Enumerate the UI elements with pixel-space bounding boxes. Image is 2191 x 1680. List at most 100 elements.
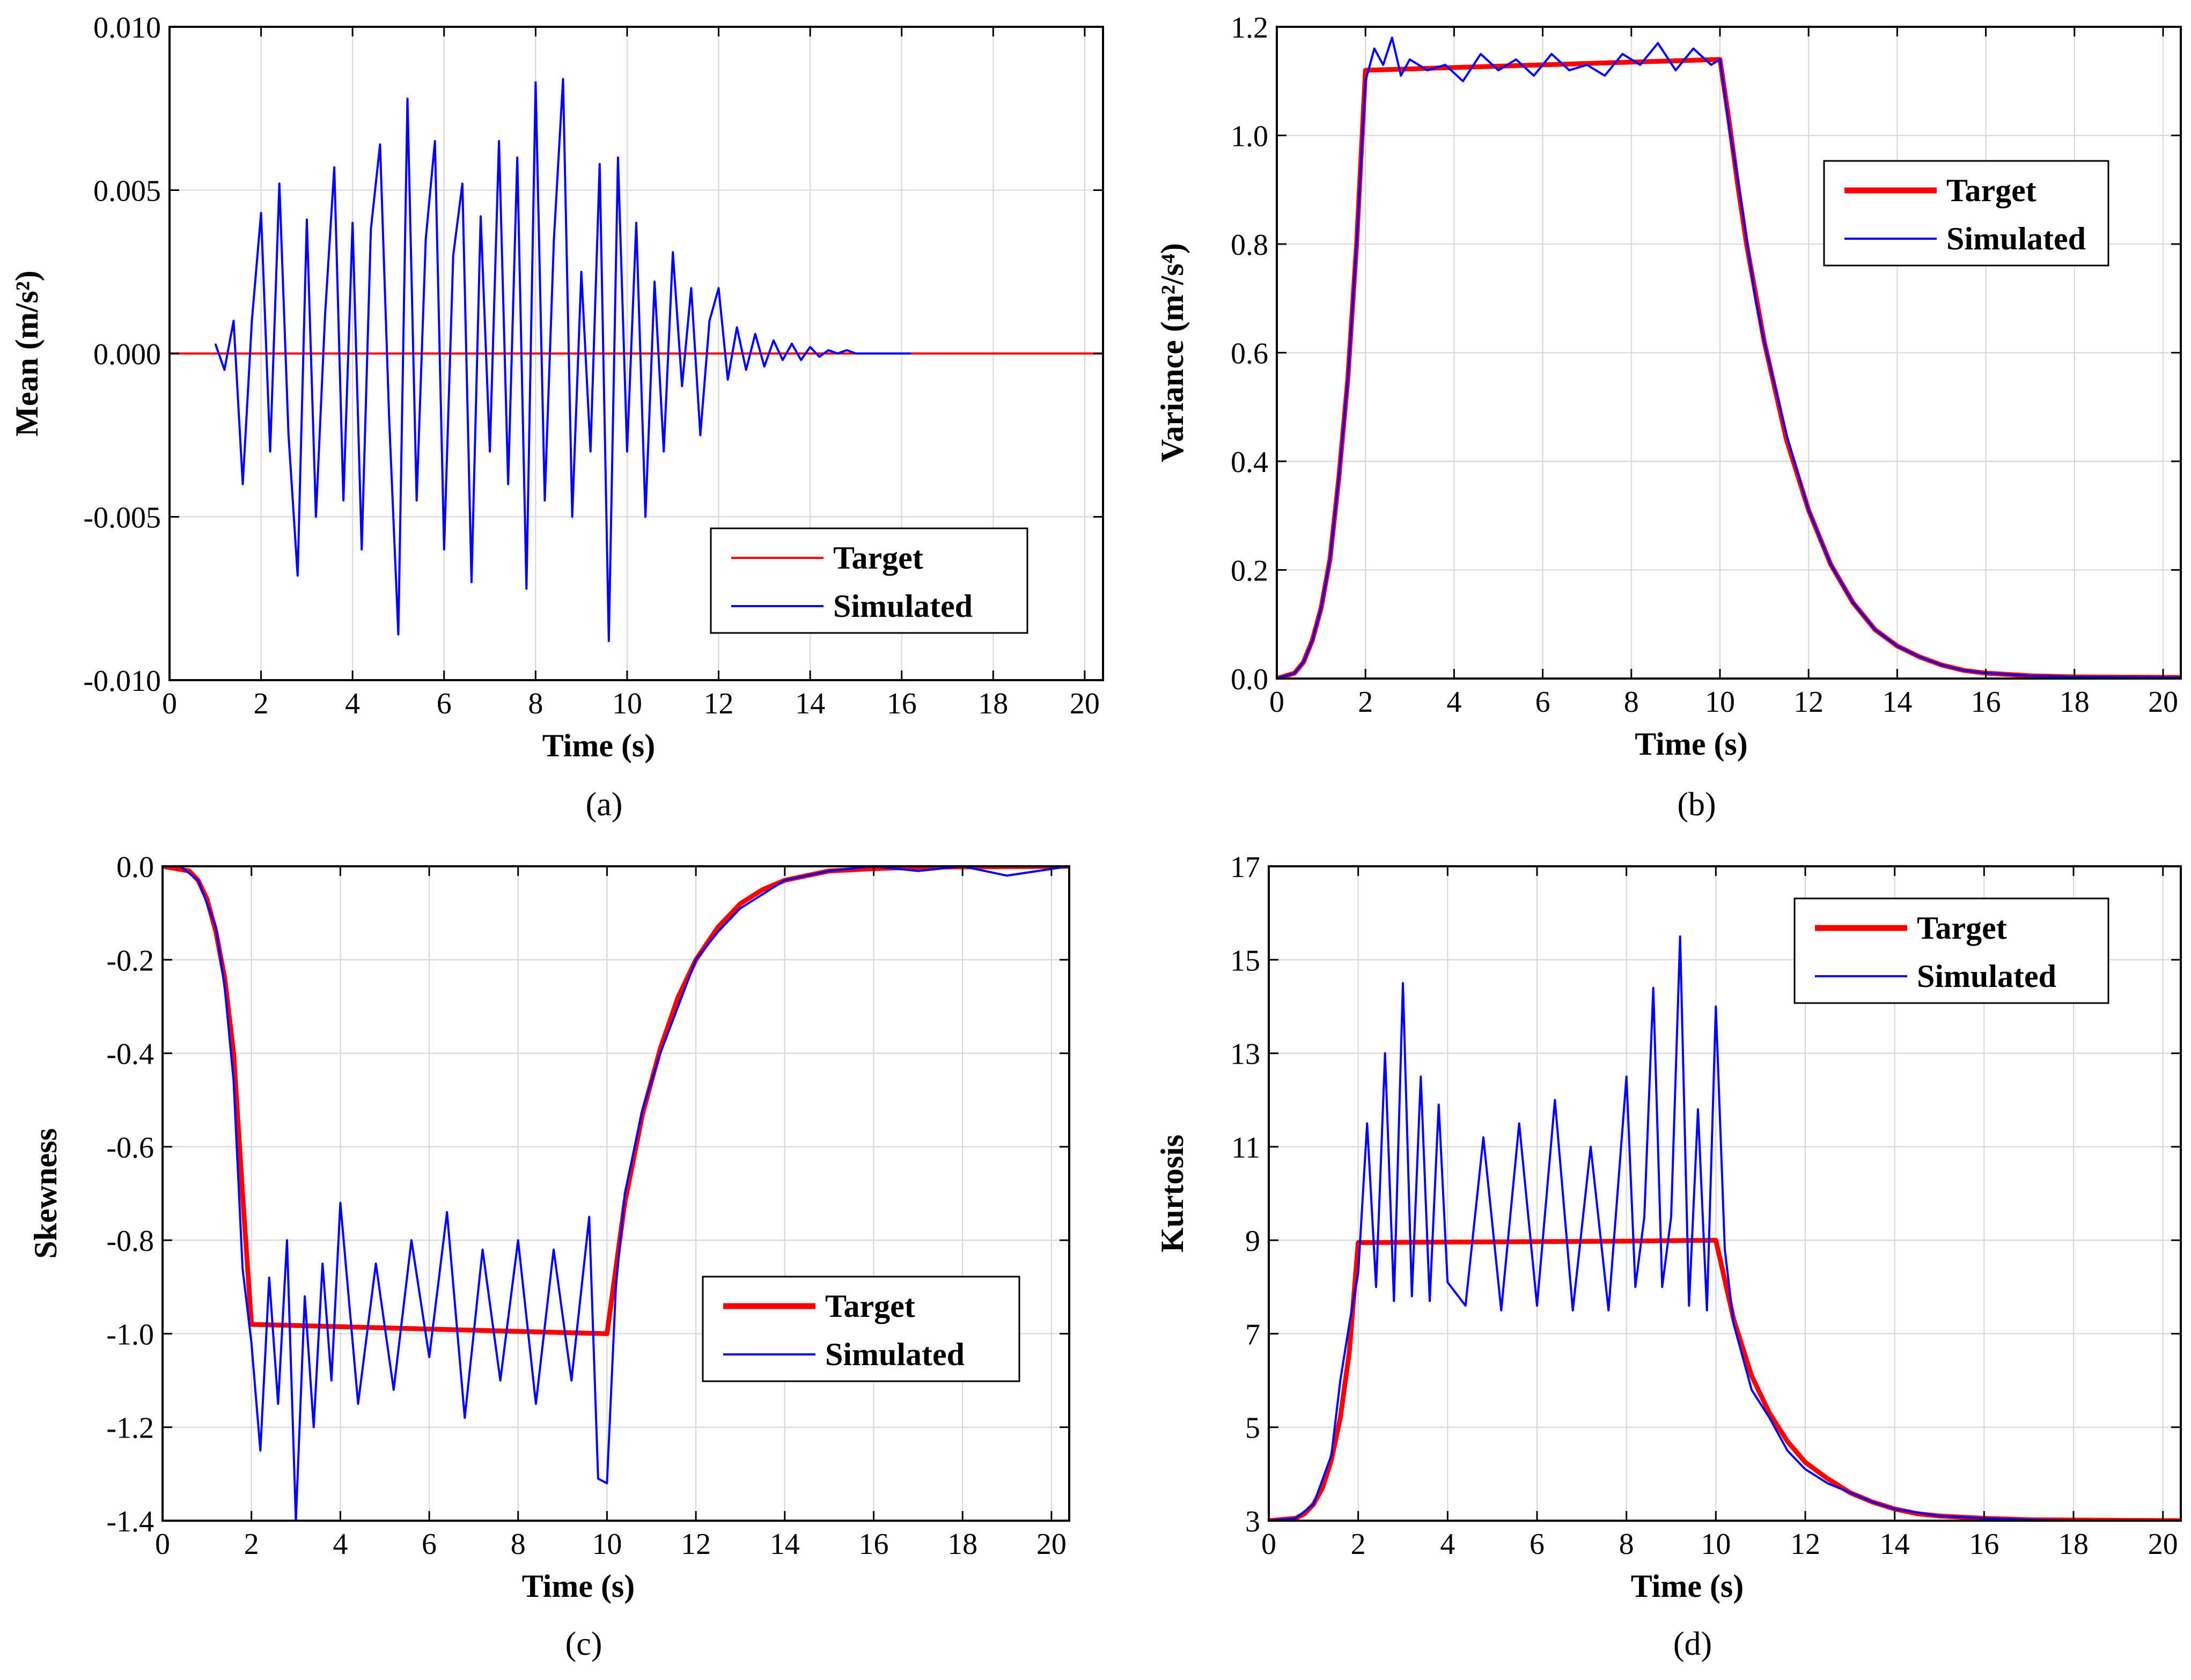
- x-tick-label: 18: [978, 687, 1008, 720]
- y-tick-label: 3: [1245, 1505, 1260, 1538]
- x-tick-label: 10: [592, 1528, 622, 1561]
- x-tick-label: 14: [795, 687, 825, 720]
- y-axis-label: Mean (m/s²): [9, 270, 45, 437]
- y-tick-label: 13: [1230, 1038, 1260, 1071]
- x-tick-label: 2: [1351, 1528, 1366, 1561]
- panel-c: 0 2 4 6 8 10 12 14 16 18 20 -1.4 -1.2 -1.0 -0.8 -0.6 -0.…: [28, 851, 1070, 1662]
- x-tick-label: 20: [2148, 1528, 2178, 1561]
- legend-label-simulated: Simulated: [825, 1337, 965, 1372]
- y-tick-label: 0.4: [1231, 446, 1268, 479]
- y-tick-label: 1.2: [1231, 11, 1268, 45]
- legend-label-target: Target: [833, 540, 923, 576]
- x-tick-label: 20: [2148, 686, 2178, 719]
- panel-caption: (a): [586, 786, 623, 823]
- x-tick-label: 6: [437, 687, 452, 720]
- y-tick-label: 0.8: [1231, 229, 1268, 262]
- y-tick-label: -0.6: [106, 1131, 154, 1165]
- x-tick-label: 14: [1882, 686, 1912, 719]
- x-tick-label: 16: [1971, 686, 2001, 719]
- x-tick-label: 4: [345, 687, 360, 720]
- x-tick-label: 16: [1969, 1528, 1999, 1561]
- x-tick-label: 18: [947, 1528, 977, 1561]
- x-axis-label: Time (s): [522, 1568, 635, 1604]
- x-tick-label: 12: [1790, 1528, 1820, 1561]
- x-tick-label: 4: [1446, 686, 1461, 719]
- y-axis-label: Variance (m²/s⁴): [1155, 243, 1190, 462]
- y-tick-label: 0.0: [116, 851, 154, 884]
- panel-d: 0 2 4 6 8 10 12 14 16 18 20 3 5 7 9 11 13 15 17 Time (s) Kur…: [1155, 851, 2182, 1662]
- x-tick-label: 16: [858, 1528, 888, 1561]
- x-tick-label: 10: [1701, 1528, 1731, 1561]
- x-tick-label: 8: [1624, 686, 1639, 719]
- y-axis-label: Kurtosis: [1155, 1134, 1190, 1252]
- legend-box: [710, 527, 1028, 634]
- x-tick-label: 2: [254, 687, 269, 720]
- legend-label-simulated: Simulated: [1917, 959, 2056, 994]
- y-tick-label: -0.8: [106, 1225, 154, 1258]
- y-tick-label: 7: [1245, 1318, 1260, 1351]
- y-tick-label: -1.4: [106, 1505, 154, 1538]
- x-tick-label: 8: [1619, 1528, 1634, 1561]
- panel-b: 0 2 4 6 8 10 12 14 16 18 20 0.0 0.2 0.4 0.6 0.8 1.0 1.2 Ti…: [1155, 11, 2182, 823]
- x-tick-label: 10: [1705, 686, 1735, 719]
- x-tick-label: 6: [1530, 1528, 1545, 1561]
- legend-label-simulated: Simulated: [1946, 221, 2086, 256]
- x-tick-label: 6: [422, 1528, 437, 1561]
- y-tick-label: -1.0: [106, 1318, 154, 1351]
- plot-frame: [1268, 865, 2182, 1522]
- legend: Target Simulated: [1793, 897, 2109, 1004]
- y-axis-label: Skewness: [28, 1128, 63, 1258]
- legend: Target Simulated: [1823, 160, 2109, 267]
- series-line-simulated: [214, 78, 911, 642]
- series-line-simulated: [163, 866, 1069, 1521]
- x-tick-label: 12: [704, 687, 734, 720]
- x-tick-label: 18: [2060, 686, 2090, 719]
- x-tick-label: 10: [612, 687, 642, 720]
- series-line-target: [1269, 1237, 2181, 1521]
- x-axis-label: Time (s): [542, 728, 656, 763]
- x-tick-label: 8: [511, 1528, 526, 1561]
- y-tick-label: -0.4: [106, 1038, 154, 1071]
- x-tick-label: 20: [1036, 1528, 1067, 1561]
- x-tick-label: 2: [244, 1528, 259, 1561]
- x-tick-label: 12: [681, 1528, 711, 1561]
- y-tick-label: 17: [1230, 851, 1260, 884]
- x-tick-label: 0: [1261, 1528, 1276, 1561]
- legend-label-target: Target: [825, 1288, 915, 1324]
- y-tick-label: 0.010: [93, 11, 161, 45]
- panel-caption: (c): [565, 1626, 602, 1662]
- series-line-simulated: [1269, 935, 2181, 1521]
- y-tick-label: 15: [1230, 944, 1260, 977]
- x-tick-label: 4: [1440, 1528, 1455, 1561]
- y-tick-label: -0.2: [106, 944, 154, 977]
- y-tick-label: 1.0: [1231, 120, 1268, 153]
- x-tick-label: 8: [528, 687, 543, 720]
- x-tick-label: 2: [1358, 686, 1373, 719]
- legend-label-simulated: Simulated: [833, 588, 973, 624]
- x-axis-label: Time (s): [1635, 726, 1748, 762]
- y-tick-label: 5: [1245, 1412, 1260, 1445]
- y-tick-label: -0.010: [83, 665, 161, 698]
- y-tick-label: 9: [1245, 1225, 1260, 1258]
- series-line-simulated: [1277, 36, 2181, 679]
- legend: Target Simulated: [710, 527, 1028, 634]
- x-tick-label: 14: [770, 1528, 800, 1561]
- panel-caption: (b): [1677, 786, 1716, 823]
- x-tick-label: 4: [333, 1528, 348, 1561]
- y-tick-label: 0.2: [1231, 555, 1268, 588]
- panel-a: 0 2 4 6 8 10 12 14 16 18 20 -0.010 -0.005 0.000 0.005 0…: [9, 11, 1104, 823]
- series-line-target: [163, 866, 1069, 1336]
- legend-box: [1823, 160, 2109, 267]
- legend-label-target: Target: [1946, 173, 2036, 208]
- y-tick-label: 0.0: [1231, 663, 1268, 696]
- legend-box: [1793, 897, 2109, 1004]
- y-tick-label: -1.2: [106, 1412, 154, 1445]
- y-tick-label: 0.005: [93, 175, 161, 208]
- legend: Target Simulated: [702, 1276, 1020, 1382]
- plot-frame: [161, 865, 1070, 1522]
- x-tick-label: 0: [155, 1528, 170, 1561]
- y-tick-label: 0.000: [93, 338, 161, 371]
- x-tick-label: 0: [162, 687, 177, 720]
- x-tick-label: 14: [1880, 1528, 1910, 1561]
